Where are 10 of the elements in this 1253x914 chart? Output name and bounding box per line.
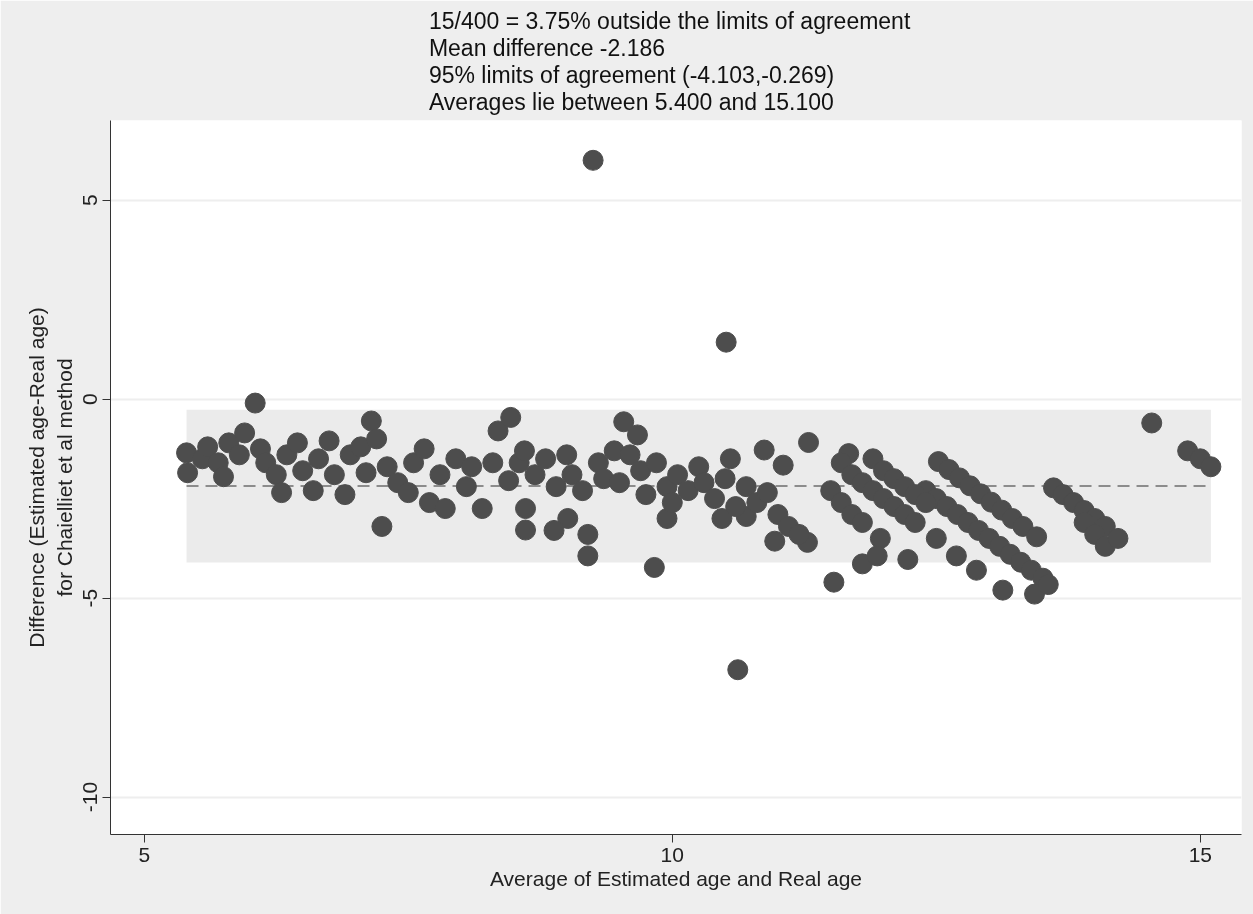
y-tick-label: 5	[78, 194, 102, 206]
y-tick-label: -10	[78, 781, 102, 813]
x-tick-label: 10	[660, 842, 684, 866]
y-tick-label: 0	[78, 393, 102, 405]
x-axis-title: Average of Estimated age and Real age	[489, 866, 863, 890]
x-tick-label: 15	[1188, 842, 1212, 866]
y-axis-title: Difference (Estimated age-Real age) for Chaielliet et al method	[24, 307, 76, 648]
y-tick-label: -5	[78, 588, 102, 608]
x-tick-label: 5	[138, 842, 151, 866]
chart-title: 15/400 = 3.75% outside the limits of agreement Mean difference -2.186 95% limits of agreement (-4.103,-0.269) Averages lie between 5.400 and 15.100	[428, 7, 911, 116]
